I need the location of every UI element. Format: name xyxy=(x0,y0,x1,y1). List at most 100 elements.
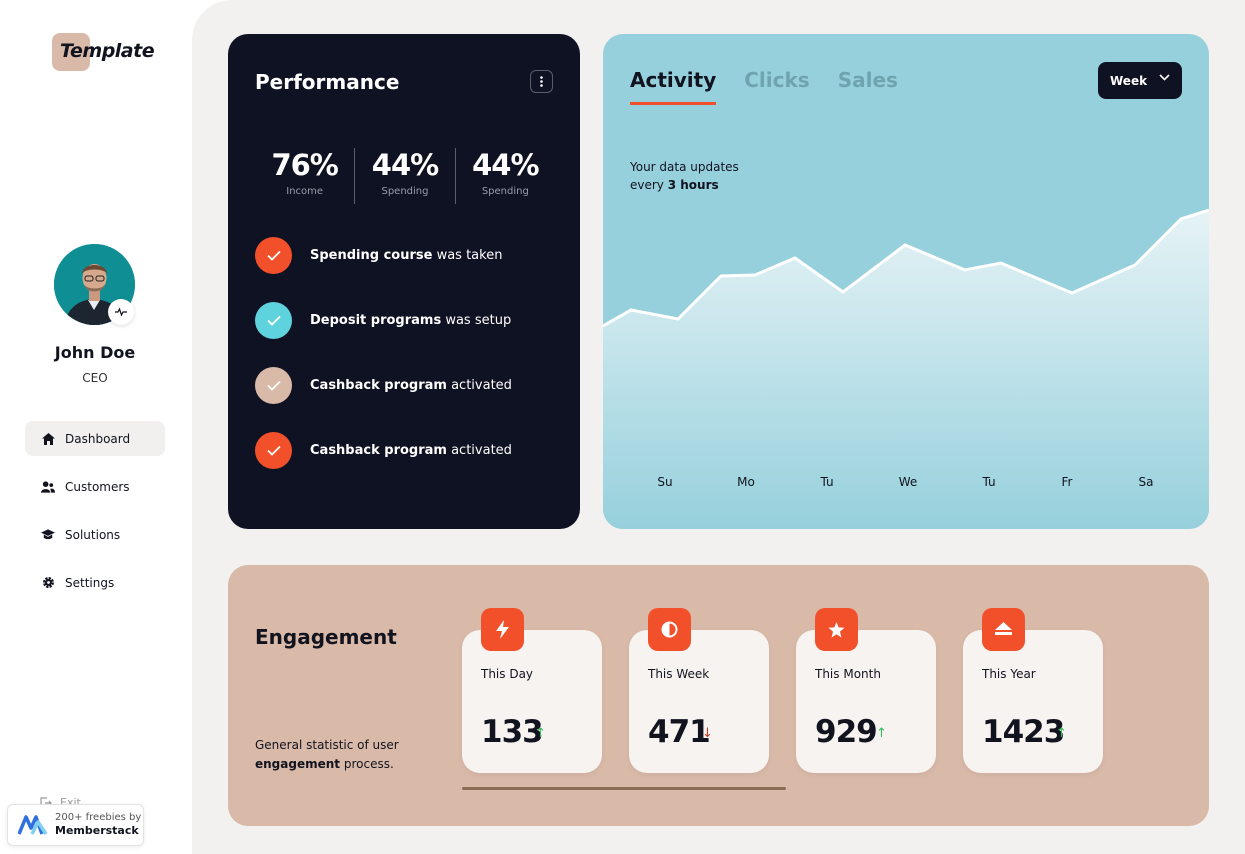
performance-menu-button[interactable] xyxy=(530,70,553,93)
arrow-up-icon: ↑ xyxy=(1056,726,1067,741)
tab-sales[interactable]: Sales xyxy=(837,68,898,92)
sidebar-item-customers[interactable]: Customers xyxy=(25,469,165,504)
day-label: Fr xyxy=(1061,475,1073,489)
tile-this-day[interactable]: This Day 133 ↑ xyxy=(462,608,602,773)
arrow-up-icon: ↑ xyxy=(535,726,546,741)
graduation-cap-icon xyxy=(41,528,55,542)
checklist-item-bold: Cashback program xyxy=(310,377,447,393)
performance-card: Performance 76% Income 44% Spending 44% … xyxy=(228,34,580,529)
stat-label: Income xyxy=(286,186,324,197)
tile-this-month[interactable]: This Month 929 ↑ xyxy=(796,608,936,773)
check-icon xyxy=(255,301,292,339)
day-label: Su xyxy=(657,475,673,489)
tile-label: This Month xyxy=(815,667,881,681)
engagement-title: Engagement xyxy=(255,625,397,649)
check-icon xyxy=(255,366,292,404)
update-note: Your data updates every 3 hours xyxy=(630,158,739,194)
performance-checklist: Spending course was taken Deposit progra… xyxy=(255,236,565,496)
memberstack-logo-icon xyxy=(18,815,48,835)
update-note-line1: Your data updates xyxy=(630,160,739,174)
star-icon xyxy=(815,608,858,651)
tile-value: 471 xyxy=(648,714,711,750)
day-label: We xyxy=(898,475,918,489)
stat-income: 76% Income xyxy=(255,148,354,204)
period-dropdown[interactable]: Week xyxy=(1098,62,1182,99)
user-name: John Doe xyxy=(54,343,136,362)
activity-line xyxy=(603,208,1209,328)
tile-label: This Week xyxy=(648,667,710,681)
day-label: Tu xyxy=(820,475,834,489)
stat-label: Spending xyxy=(481,186,529,197)
stat-spending: 44% Spending xyxy=(354,148,454,204)
update-note-bold: 3 hours xyxy=(667,178,719,192)
sidebar-item-dashboard[interactable]: Dashboard xyxy=(25,421,165,456)
tile-this-week[interactable]: This Week 471 ↓ xyxy=(629,608,769,773)
tile-value: 1423 xyxy=(982,714,1065,750)
day-label: Tu xyxy=(982,475,996,489)
logo-mark xyxy=(52,33,90,71)
sidebar-item-label: Customers xyxy=(65,479,130,494)
checklist-item-bold: Spending course xyxy=(310,247,433,263)
activity-status-badge xyxy=(108,299,134,325)
pulse-icon xyxy=(115,307,127,317)
arrow-up-icon: ↑ xyxy=(876,726,887,741)
tab-clicks[interactable]: Clicks xyxy=(744,68,810,92)
checklist-item-rest: activated xyxy=(446,442,512,458)
checklist-item: Cashback program activated xyxy=(255,366,565,404)
tile-label: This Year xyxy=(982,667,1036,681)
logo-text: Template xyxy=(60,40,155,62)
activity-tabs: Activity Clicks Sales xyxy=(630,68,926,105)
activity-card: Activity Clicks Sales Week Your data upd… xyxy=(603,34,1209,529)
sidebar-item-label: Solutions xyxy=(65,527,121,542)
double-chevron-up-icon xyxy=(982,608,1025,651)
activity-area xyxy=(603,210,1209,529)
gear-icon xyxy=(41,576,55,590)
activity-area-chart xyxy=(603,208,1209,529)
stat-value: 44% xyxy=(472,148,539,182)
engagement-tiles: This Day 133 ↑ This Week 471 ↓ This Mont… xyxy=(462,608,1130,773)
engagement-description: General statistic of user engagement pro… xyxy=(255,736,425,774)
checklist-item-rest: was setup xyxy=(441,312,512,328)
engagement-desc-prefix: General statistic of user xyxy=(255,738,399,752)
checklist-item-rest: was taken xyxy=(432,247,503,263)
sidebar-item-solutions[interactable]: Solutions xyxy=(25,517,165,552)
avatar[interactable] xyxy=(54,244,135,325)
period-dropdown-label: Week xyxy=(1110,73,1148,88)
tile-this-year[interactable]: This Year 1423 ↑ xyxy=(963,608,1103,773)
sidebar-item-label: Dashboard xyxy=(65,431,131,446)
checklist-item-bold: Cashback program xyxy=(310,442,447,458)
performance-stats: 76% Income 44% Spending 44% Spending xyxy=(255,148,555,204)
memberstack-line2: Memberstack xyxy=(55,824,139,837)
more-vertical-icon xyxy=(540,76,543,87)
memberstack-badge[interactable]: 200+ freebies by Memberstack xyxy=(7,804,144,846)
home-icon xyxy=(41,432,55,446)
check-icon xyxy=(255,431,292,469)
half-circle-icon xyxy=(648,608,691,651)
lightning-icon xyxy=(481,608,524,651)
checklist-item: Spending course was taken xyxy=(255,236,565,274)
engagement-desc-suffix: process. xyxy=(340,757,394,771)
day-label: Mo xyxy=(737,475,755,489)
arrow-down-icon: ↓ xyxy=(702,726,713,741)
stat-spending: 44% Spending xyxy=(454,148,555,204)
user-role: CEO xyxy=(82,371,108,385)
checklist-item-bold: Deposit programs xyxy=(310,312,442,328)
stat-value: 76% xyxy=(271,148,338,182)
checklist-item: Cashback program activated xyxy=(255,431,565,469)
performance-title: Performance xyxy=(255,70,400,94)
sidebar: Template John Doe CEO Dashboard xyxy=(0,0,192,854)
sidebar-item-settings[interactable]: Settings xyxy=(25,565,165,600)
chevron-down-icon xyxy=(1159,74,1170,81)
tiles-scrollbar[interactable] xyxy=(462,787,786,790)
tile-value: 133 xyxy=(481,714,544,750)
checklist-item-rest: activated xyxy=(446,377,512,393)
stat-value: 44% xyxy=(371,148,439,182)
engagement-card: Engagement General statistic of user eng… xyxy=(228,565,1209,826)
check-icon xyxy=(255,236,292,274)
stat-label: Spending xyxy=(381,186,429,197)
checklist-item: Deposit programs was setup xyxy=(255,301,565,339)
tab-activity[interactable]: Activity xyxy=(630,68,717,105)
tile-label: This Day xyxy=(481,667,534,681)
logo[interactable]: Template xyxy=(52,33,172,73)
engagement-desc-bold: engagement xyxy=(255,757,341,771)
